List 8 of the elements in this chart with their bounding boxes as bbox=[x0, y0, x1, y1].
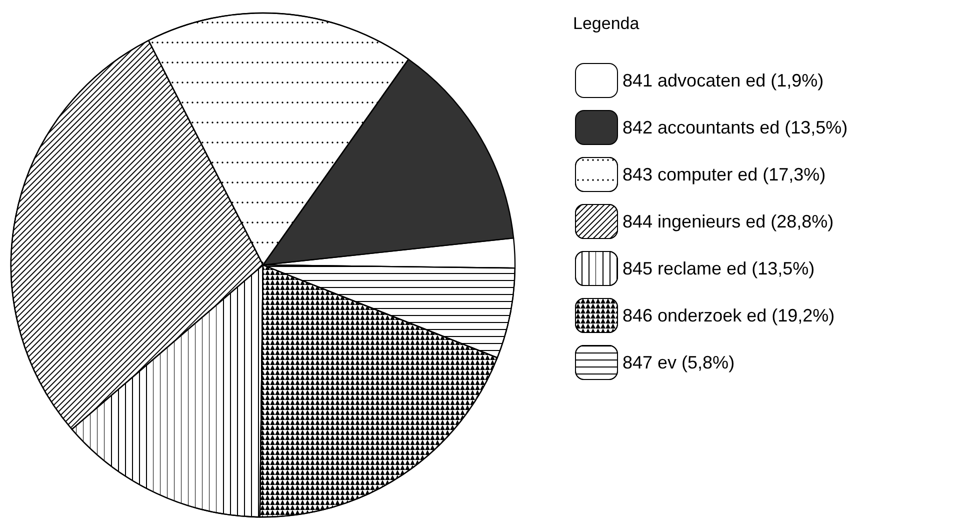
legend-label: 846 onderzoek ed (19,2%) bbox=[622, 306, 835, 326]
legend-label: 841 advocaten ed (1,9%) bbox=[622, 70, 824, 90]
legend-label: 845 reclame ed (13,5%) bbox=[622, 258, 815, 278]
legend-label: 844 ingenieurs ed (28,8%) bbox=[622, 212, 834, 232]
legend-label: 847 ev (5,8%) bbox=[622, 352, 735, 372]
legend-label: 843 computer ed (17,3%) bbox=[622, 164, 826, 184]
legend-title: Legenda bbox=[573, 14, 640, 33]
legend-label: 842 accountants ed (13,5%) bbox=[622, 118, 848, 138]
